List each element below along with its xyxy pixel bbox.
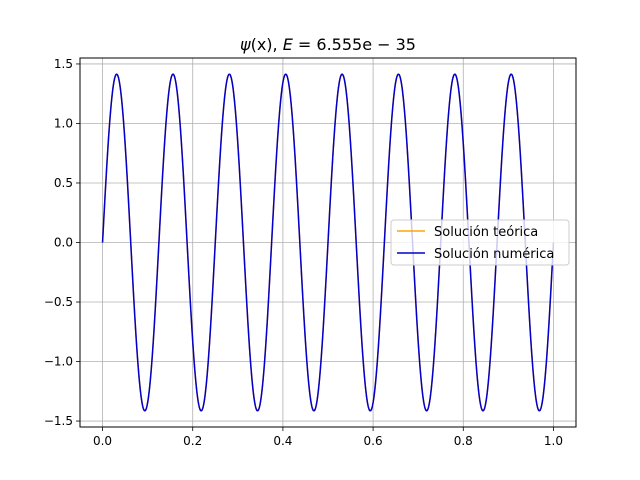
legend: Solución teórica Solución numérica bbox=[390, 219, 570, 266]
legend-label-numerical: Solución numérica bbox=[434, 247, 554, 262]
series-line-numerical bbox=[101, 73, 555, 412]
x-tick-label: 0.0 bbox=[93, 434, 112, 448]
x-axis-ticks: 0.0 0.2 0.4 0.6 0.8 1.0 bbox=[93, 427, 563, 448]
y-tick-label: 0.0 bbox=[54, 236, 73, 250]
y-tick-label: 1.0 bbox=[54, 116, 73, 130]
x-tick-label: 1.0 bbox=[544, 434, 563, 448]
legend-label-theoretical: Solución teórica bbox=[434, 225, 538, 240]
x-tick-label: 0.4 bbox=[273, 434, 292, 448]
legend-box bbox=[390, 219, 570, 266]
x-tick-label: 0.6 bbox=[364, 434, 383, 448]
y-axis-ticks: −1.5 −1.0 −0.5 0.0 0.5 1.0 1.5 bbox=[44, 57, 80, 428]
y-tick-label: 1.5 bbox=[54, 57, 73, 71]
y-tick-label: −1.0 bbox=[44, 355, 73, 369]
y-tick-label: −0.5 bbox=[44, 295, 73, 309]
x-tick-label: 0.2 bbox=[183, 434, 202, 448]
series-layer bbox=[101, 73, 555, 412]
chart-title: ψ(x), E = 6.555e − 35 bbox=[240, 35, 416, 54]
y-tick-label: 0.5 bbox=[54, 176, 73, 190]
x-tick-label: 0.8 bbox=[454, 434, 473, 448]
y-tick-label: −1.5 bbox=[44, 414, 73, 428]
